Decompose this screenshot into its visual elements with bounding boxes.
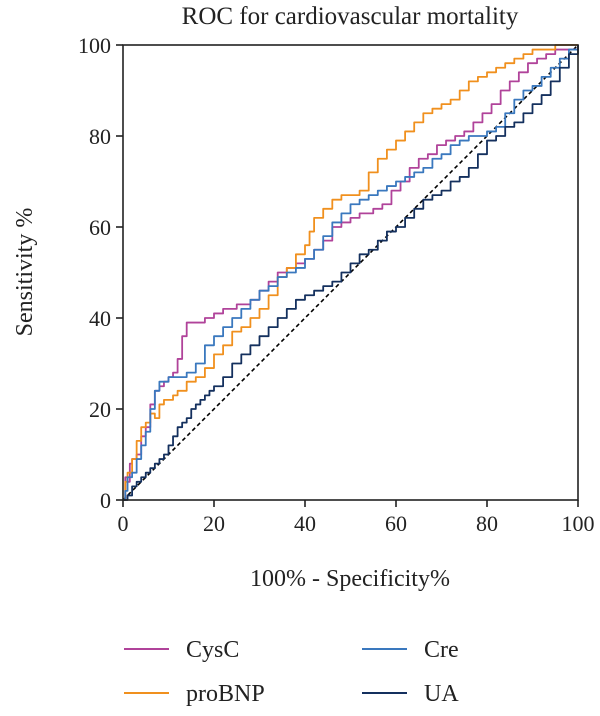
legend-label-cysc: CysC (186, 637, 239, 663)
y-tick-label: 100 (78, 33, 111, 58)
chart-title: ROC for cardiovascular mortality (182, 3, 519, 30)
x-tick-label: 60 (385, 511, 407, 536)
legend: CysC proBNP Cre UA (124, 637, 459, 707)
legend-label-cre: Cre (424, 637, 459, 663)
y-axis-label: Sensitivity % (12, 208, 38, 337)
legend-label-probnp: proBNP (186, 681, 265, 707)
series-line-ua (123, 45, 579, 501)
x-tick-label: 20 (203, 511, 225, 536)
x-tick-label: 0 (118, 511, 129, 536)
y-tick-label: 20 (89, 397, 111, 422)
plot-area (122, 44, 579, 501)
x-tick-label: 40 (294, 511, 316, 536)
legend-label-ua: UA (424, 681, 459, 707)
y-tick-label: 60 (89, 215, 111, 240)
series-line-probnp (123, 44, 578, 501)
y-tick-label: 0 (100, 488, 111, 513)
y-tick-label: 80 (89, 124, 111, 149)
x-tick-label: 100 (562, 511, 595, 536)
axes: 0 20 40 60 80 100 0 20 40 60 80 100 (78, 33, 595, 536)
reference-diagonal-line (122, 44, 579, 501)
plot-frame (122, 44, 579, 501)
y-tick-label: 40 (89, 306, 111, 331)
x-axis-label: 100% - Specificity% (250, 566, 450, 592)
series-line-cre (123, 45, 579, 501)
x-tick-label: 80 (476, 511, 498, 536)
